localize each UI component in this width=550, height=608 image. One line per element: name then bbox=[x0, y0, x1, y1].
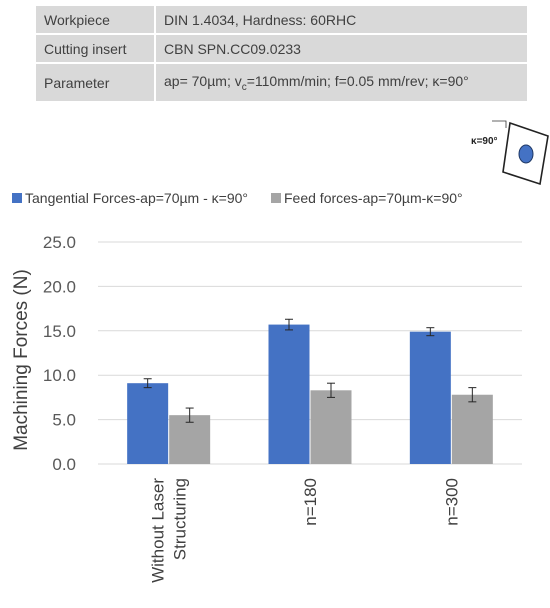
param-value: CBN SPN.CC09.0233 bbox=[154, 33, 529, 64]
x-category-label: n=180 bbox=[301, 478, 320, 526]
param-key: Parameter bbox=[34, 62, 156, 103]
legend-swatch bbox=[12, 193, 22, 203]
x-category-label-line: Without Laser bbox=[149, 478, 168, 583]
y-tick-label: 20.0 bbox=[43, 277, 76, 296]
legend-label: Tangential Forces-ap=70µm - κ=90° bbox=[25, 190, 248, 206]
y-tick-label: 25.0 bbox=[43, 233, 76, 252]
insert-angle-label: κ=90° bbox=[471, 136, 498, 147]
param-row-workpiece: Workpiece DIN 1.4034, Hardness: 60RHC bbox=[34, 4, 529, 35]
y-axis-title: Machining Forces (N) bbox=[11, 269, 32, 451]
param-value: DIN 1.4034, Hardness: 60RHC bbox=[154, 4, 529, 35]
chart-gridlines bbox=[98, 241, 522, 465]
bar bbox=[268, 324, 310, 464]
parameter-table: Workpiece DIN 1.4034, Hardness: 60RHC Cu… bbox=[34, 4, 529, 103]
param-row-parameter: Parameter ap= 70µm; vc=110mm/min; f=0.05… bbox=[34, 62, 529, 103]
y-tick-label: 5.0 bbox=[52, 411, 76, 430]
chart-legend: Tangential Forces-ap=70µm - κ=90° Feed fo… bbox=[12, 190, 463, 206]
legend-label: Feed forces-ap=70µm-κ=90° bbox=[284, 190, 463, 206]
chart-bars bbox=[127, 324, 493, 464]
y-tick-label: 0.0 bbox=[52, 455, 76, 474]
bar bbox=[127, 383, 169, 464]
x-category-label: n=300 bbox=[442, 478, 461, 526]
cutting-insert-diagram: κ=90° bbox=[471, 120, 549, 186]
chart-error-bars bbox=[143, 318, 477, 423]
bar bbox=[451, 394, 493, 464]
legend-swatch bbox=[271, 193, 281, 203]
x-category-label-line: n=300 bbox=[442, 478, 461, 526]
y-tick-label: 10.0 bbox=[43, 366, 76, 385]
param-key: Cutting insert bbox=[34, 33, 156, 64]
insert-hole-shape bbox=[518, 144, 534, 164]
x-category-label-line: Structuring bbox=[171, 478, 190, 560]
param-value: ap= 70µm; vc=110mm/min; f=0.05 mm/rev; κ… bbox=[154, 62, 529, 103]
x-category-label-line: n=180 bbox=[301, 478, 320, 526]
bar bbox=[409, 331, 451, 464]
x-category-labels: Without Laser Structuring n=180 n=300 bbox=[149, 478, 462, 583]
bar bbox=[169, 415, 211, 464]
x-category-label: Without Laser Structuring bbox=[149, 478, 190, 583]
machining-forces-chart: Tangential Forces-ap=70µm - κ=90° Feed fo… bbox=[11, 190, 522, 583]
param-key: Workpiece bbox=[34, 4, 156, 35]
angle-marker-line bbox=[492, 120, 507, 128]
y-tick-label: 15.0 bbox=[43, 322, 76, 341]
param-row-cutting-insert: Cutting insert CBN SPN.CC09.0233 bbox=[34, 33, 529, 64]
y-tick-labels: 0.0 5.0 10.0 15.0 20.0 25.0 bbox=[43, 233, 76, 474]
bar bbox=[310, 390, 352, 464]
